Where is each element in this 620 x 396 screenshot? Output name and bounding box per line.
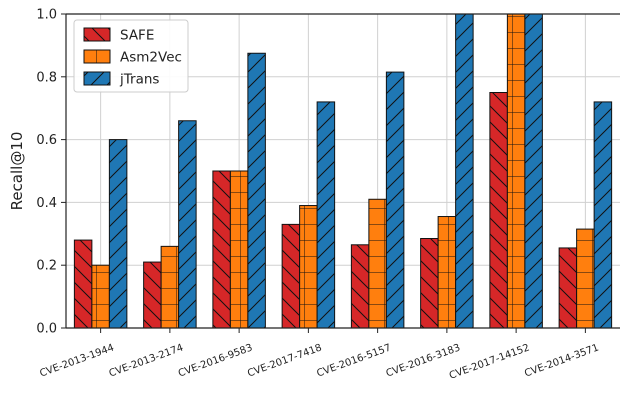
y-tick-label: 0.6 bbox=[36, 133, 57, 148]
bar-asm2vec bbox=[299, 205, 318, 329]
bar-safe bbox=[212, 170, 231, 329]
y-tick-label: 0.2 bbox=[36, 259, 57, 274]
bars bbox=[73, 13, 613, 329]
bar-asm2vec bbox=[229, 170, 249, 329]
y-tick-label: 1.0 bbox=[36, 8, 57, 23]
bar-jtrans bbox=[593, 101, 613, 329]
bar-safe bbox=[350, 244, 370, 329]
bar-jtrans bbox=[524, 13, 543, 329]
bar-jtrans bbox=[247, 52, 266, 329]
x-tick-label: CVE-2013-1944 bbox=[38, 342, 115, 379]
legend: SAFE Asm2Vec jTrans bbox=[73, 19, 189, 93]
bar-jtrans bbox=[455, 13, 474, 329]
bar-jtrans bbox=[178, 120, 197, 329]
y-tick-label: 0.0 bbox=[36, 322, 57, 337]
bar-jtrans bbox=[385, 71, 405, 329]
legend-label-safe: SAFE bbox=[120, 28, 154, 44]
bar-asm2vec bbox=[576, 228, 595, 329]
bar-safe bbox=[143, 261, 162, 329]
x-tick-label: CVE-2013-2174 bbox=[108, 342, 185, 379]
x-tick-label: CVE-2016-9583 bbox=[177, 342, 254, 379]
legend-label-asm2vec: Asm2Vec bbox=[120, 50, 182, 66]
bar-asm2vec bbox=[506, 13, 526, 329]
bar-safe bbox=[489, 92, 508, 329]
bar-asm2vec bbox=[91, 264, 110, 329]
x-tick-label: CVE-2014-3571 bbox=[523, 342, 600, 379]
legend-label-jtrans: jTrans bbox=[119, 72, 159, 88]
bar-jtrans bbox=[316, 101, 336, 329]
y-tick-label: 0.8 bbox=[36, 70, 57, 85]
x-tick-label: CVE-2017-14152 bbox=[448, 342, 531, 381]
bar-jtrans bbox=[108, 139, 128, 329]
y-tick-label: 0.4 bbox=[36, 196, 57, 211]
x-tick-label: CVE-2016-5157 bbox=[315, 342, 392, 379]
bar-safe bbox=[558, 247, 578, 329]
legend-swatch-jtrans bbox=[83, 71, 111, 86]
legend-swatch-asm2vec bbox=[83, 49, 111, 64]
bar-safe bbox=[73, 239, 93, 329]
legend-swatch-safe bbox=[83, 27, 111, 42]
bar-safe bbox=[281, 223, 301, 329]
y-axis-label: Recall@10 bbox=[8, 132, 26, 211]
bar-safe bbox=[420, 238, 439, 329]
bar-asm2vec bbox=[160, 245, 180, 329]
bar-asm2vec bbox=[437, 216, 457, 329]
bar-asm2vec bbox=[368, 198, 387, 329]
x-tick-label: CVE-2017-7418 bbox=[246, 342, 323, 379]
